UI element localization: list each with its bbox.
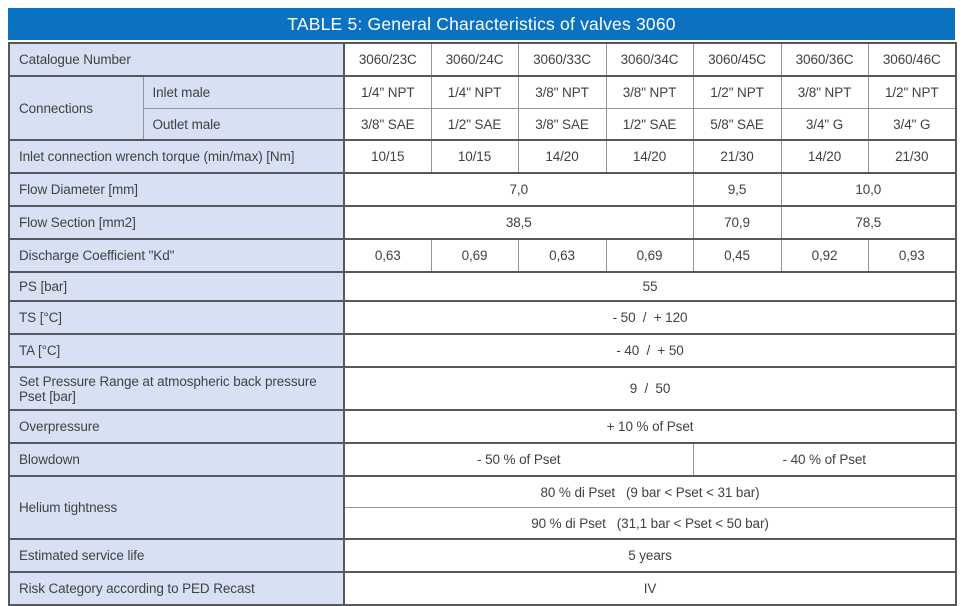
- outlet-male-label: Outlet male: [142, 108, 345, 141]
- flow-diameter-value-group2: 9,5: [692, 172, 782, 207]
- table-title: TABLE 5: General Characteristics of valv…: [8, 8, 955, 40]
- risk-category-label: Risk Category according to PED Recast: [8, 571, 345, 606]
- discharge-coefficient-label: Discharge Coefficient "Kd": [8, 238, 345, 273]
- datasheet-table: TABLE 5: General Characteristics of valv…: [8, 8, 957, 606]
- inlet-male-value: 1/2" NPT: [692, 75, 782, 109]
- set-pressure-range-value: 9 / 50: [343, 366, 957, 411]
- risk-category-value: IV: [343, 571, 957, 606]
- row-ts: TS [°C] - 50 / + 120: [8, 300, 957, 335]
- row-set-pressure-range: Set Pressure Range at atmospheric back p…: [8, 366, 957, 411]
- row-flow-diameter: Flow Diameter [mm] 7,0 9,5 10,0: [8, 172, 957, 207]
- wrench-torque-label: Inlet connection wrench torque (min/max)…: [8, 139, 345, 174]
- outlet-male-value: 3/8" SAE: [517, 108, 607, 141]
- ps-value: 55: [343, 271, 957, 302]
- wrench-torque-value: 10/15: [343, 139, 432, 174]
- row-helium-tightness-2: 90 % di Pset (31,1 bar < Pset < 50 bar): [9, 507, 957, 540]
- row-ps: PS [bar] 55: [8, 271, 957, 302]
- row-overpressure: Overpressure + 10 % of Pset: [8, 409, 957, 444]
- ts-label: TS [°C]: [8, 300, 345, 335]
- flow-diameter-label: Flow Diameter [mm]: [8, 172, 345, 207]
- row-ta: TA [°C] - 40 / + 50: [8, 333, 957, 368]
- catalogue-value: 3060/45C: [692, 42, 782, 77]
- blowdown-label: Blowdown: [8, 442, 345, 477]
- discharge-coefficient-value: 0,92: [780, 238, 869, 273]
- discharge-coefficient-value: 0,45: [692, 238, 782, 273]
- service-life-label: Estimated service life: [8, 538, 345, 573]
- catalogue-value: 3060/36C: [780, 42, 869, 77]
- flow-section-value-group2: 70,9: [692, 205, 782, 240]
- wrench-torque-value: 14/20: [605, 139, 694, 174]
- ts-value: - 50 / + 120: [343, 300, 957, 335]
- ta-label: TA [°C]: [8, 333, 345, 368]
- catalogue-number-label: Catalogue Number: [8, 42, 345, 77]
- discharge-coefficient-value: 0,69: [605, 238, 694, 273]
- wrench-torque-value: 10/15: [430, 139, 519, 174]
- row-helium-tightness-1: Helium tightness 80 % di Pset (9 bar < P…: [8, 475, 957, 540]
- flow-diameter-value-group1: 7,0: [343, 172, 694, 207]
- inlet-male-value: 1/4" NPT: [343, 75, 432, 109]
- discharge-coefficient-value: 0,69: [430, 238, 519, 273]
- catalogue-value: 3060/33C: [517, 42, 607, 77]
- outlet-male-value: 3/4" G: [867, 108, 957, 141]
- discharge-coefficient-value: 0,63: [517, 238, 607, 273]
- outlet-male-value: 3/8" SAE: [343, 108, 432, 141]
- inlet-male-value: 3/8" NPT: [517, 75, 607, 109]
- connections-label: Connections: [8, 75, 144, 141]
- row-blowdown: Blowdown - 50 % of Pset - 40 % of Pset: [8, 442, 957, 477]
- wrench-torque-value: 21/30: [692, 139, 782, 174]
- row-flow-section: Flow Section [mm2] 38,5 70,9 78,5: [8, 205, 957, 240]
- overpressure-label: Overpressure: [8, 409, 345, 444]
- wrench-torque-value: 14/20: [517, 139, 607, 174]
- wrench-torque-value: 14/20: [780, 139, 869, 174]
- row-connections-outlet: Outlet male 3/8" SAE 1/2" SAE 3/8" SAE 1…: [9, 108, 957, 141]
- discharge-coefficient-value: 0,93: [867, 238, 957, 273]
- inlet-male-value: 1/4" NPT: [430, 75, 519, 109]
- ta-value: - 40 / + 50: [343, 333, 957, 368]
- inlet-male-value: 3/8" NPT: [780, 75, 869, 109]
- row-service-life: Estimated service life 5 years: [8, 538, 957, 573]
- blowdown-value-left: - 50 % of Pset: [343, 442, 694, 477]
- catalogue-value: 3060/24C: [430, 42, 519, 77]
- outlet-male-value: 5/8" SAE: [692, 108, 782, 141]
- inlet-male-label: Inlet male: [142, 75, 345, 109]
- catalogue-value: 3060/23C: [343, 42, 432, 77]
- inlet-male-value: 3/8" NPT: [605, 75, 694, 109]
- characteristics-table: Catalogue Number 3060/23C 3060/24C 3060/…: [8, 42, 957, 606]
- catalogue-value: 3060/34C: [605, 42, 694, 77]
- catalogue-value: 3060/46C: [867, 42, 957, 77]
- discharge-coefficient-value: 0,63: [343, 238, 432, 273]
- row-catalogue-number: Catalogue Number 3060/23C 3060/24C 3060/…: [8, 42, 957, 77]
- row-discharge-coefficient: Discharge Coefficient "Kd" 0,63 0,69 0,6…: [8, 238, 957, 273]
- row-connections-inlet: Connections Inlet male 1/4" NPT 1/4" NPT…: [8, 75, 957, 141]
- row-wrench-torque: Inlet connection wrench torque (min/max)…: [8, 139, 957, 174]
- flow-section-value-group1: 38,5: [343, 205, 694, 240]
- outlet-male-value: 1/2" SAE: [430, 108, 519, 141]
- flow-diameter-value-group3: 10,0: [780, 172, 957, 207]
- overpressure-value: + 10 % of Pset: [343, 409, 957, 444]
- set-pressure-range-label: Set Pressure Range at atmospheric back p…: [8, 366, 345, 411]
- helium-tightness-value-1: 80 % di Pset (9 bar < Pset < 31 bar): [343, 475, 957, 508]
- service-life-value: 5 years: [343, 538, 957, 573]
- row-risk-category: Risk Category according to PED Recast IV: [8, 571, 957, 606]
- helium-tightness-value-2: 90 % di Pset (31,1 bar < Pset < 50 bar): [343, 507, 957, 540]
- helium-tightness-label: Helium tightness: [8, 475, 345, 540]
- outlet-male-value: 3/4" G: [780, 108, 869, 141]
- wrench-torque-value: 21/30: [867, 139, 957, 174]
- flow-section-value-group3: 78,5: [780, 205, 957, 240]
- inlet-male-value: 1/2" NPT: [867, 75, 957, 109]
- ps-label: PS [bar]: [8, 271, 345, 302]
- outlet-male-value: 1/2" SAE: [605, 108, 694, 141]
- flow-section-label: Flow Section [mm2]: [8, 205, 345, 240]
- blowdown-value-right: - 40 % of Pset: [692, 442, 957, 477]
